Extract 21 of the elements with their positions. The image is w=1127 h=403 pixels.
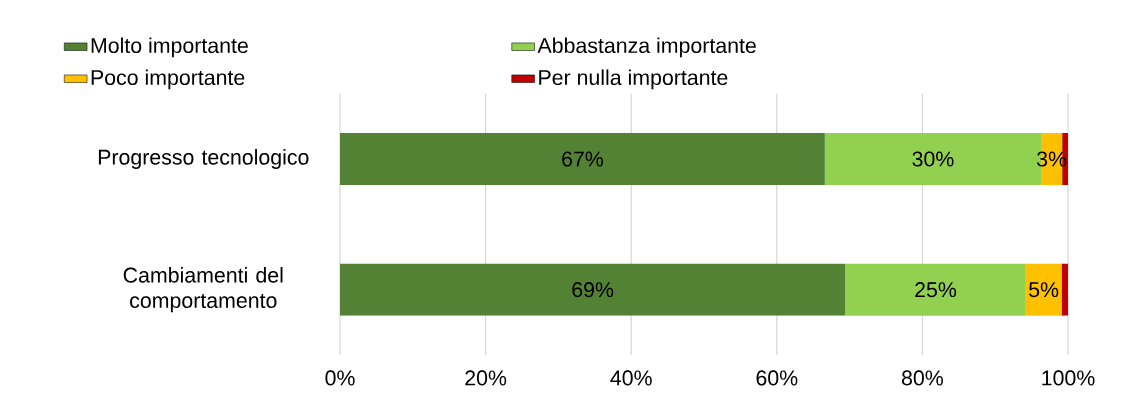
x-tick-label: 100% xyxy=(1042,370,1095,386)
bar xyxy=(340,263,846,316)
y-tick-label: Cambiamenti del comportamento xyxy=(123,267,283,313)
x-tick-label: 60% xyxy=(756,370,798,386)
data-label: 5% xyxy=(1029,282,1059,298)
bar xyxy=(845,263,1026,316)
y-tick-label: Progresso tecnologico xyxy=(98,149,309,169)
x-tick-label: 80% xyxy=(901,370,943,386)
legend-label: Abbastanza importante xyxy=(537,37,756,58)
bar xyxy=(340,133,825,185)
data-label: 25% xyxy=(915,282,957,298)
data-label: 67% xyxy=(562,151,604,167)
bar xyxy=(1025,263,1062,316)
data-label: 30% xyxy=(912,151,954,167)
x-tick-label: 0% xyxy=(325,370,355,386)
legend-label: Per nulla importante xyxy=(539,69,728,90)
legend-label: Molto importante xyxy=(91,37,248,58)
legend-label: Poco importante xyxy=(91,69,245,90)
x-tick-label: 20% xyxy=(465,370,507,386)
x-tick-label: 40% xyxy=(610,370,652,386)
data-label: 69% xyxy=(572,282,614,298)
